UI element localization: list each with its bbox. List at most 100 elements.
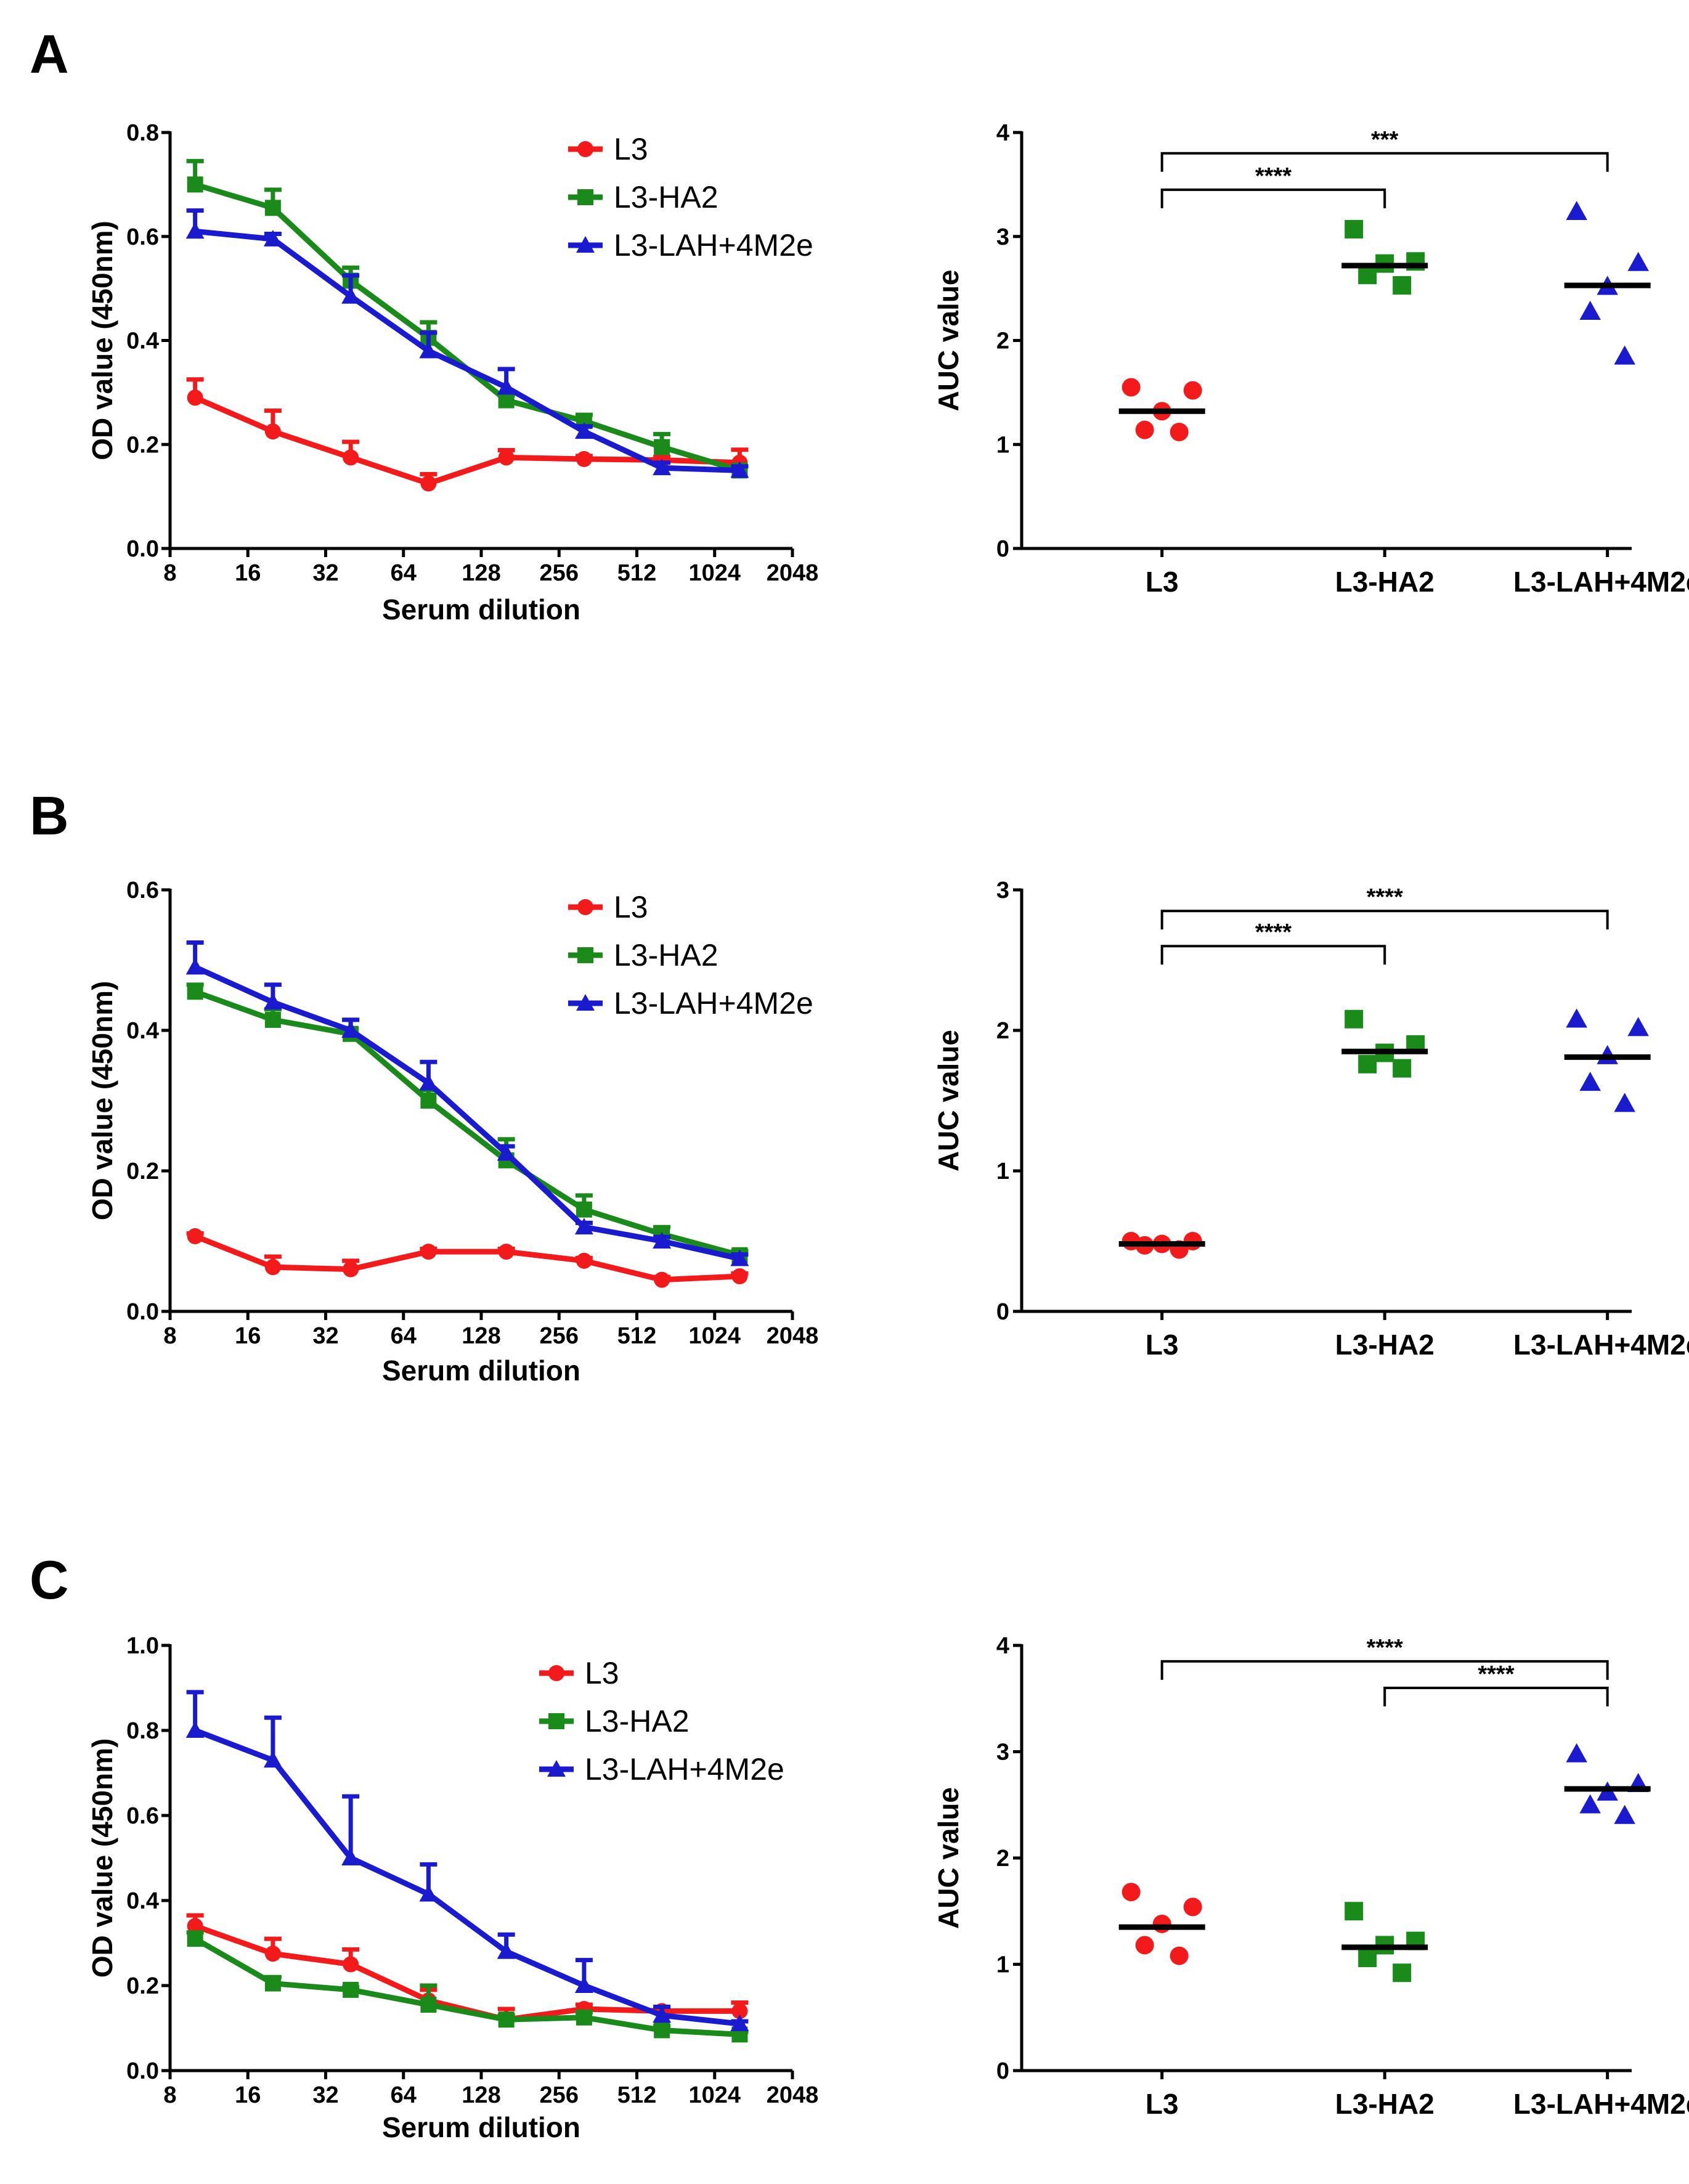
data-point-l3-ha2 xyxy=(1358,266,1377,285)
data-point-l3 xyxy=(1121,378,1141,397)
data-point-l3-lah-4m2e xyxy=(497,1942,516,1959)
legend-label-l3-lah-4m2e: L3-LAH+4M2e xyxy=(614,986,813,1021)
legend-marker-l3 xyxy=(577,141,593,157)
data-point-l3-ha2 xyxy=(1393,1059,1412,1078)
category-label-l3-ha2: L3-HA2 xyxy=(1335,2088,1435,2120)
y-tick-label: 3 xyxy=(996,1740,1009,1766)
data-point-l3 xyxy=(187,1918,203,1934)
x-tick-label: 8 xyxy=(163,2082,176,2108)
data-point-l3-ha2 xyxy=(498,392,515,409)
data-point-l3-lah-4m2e xyxy=(497,378,516,395)
y-tick-label: 0.6 xyxy=(126,878,159,903)
data-point-l3 xyxy=(731,1268,748,1284)
significance-label: **** xyxy=(1255,163,1292,189)
data-point-l3 xyxy=(576,450,592,467)
data-point-l3 xyxy=(1170,423,1189,441)
data-point-l3-ha2 xyxy=(1393,1963,1412,1982)
data-point-l3-lah-4m2e xyxy=(1579,1794,1601,1814)
panel-b-auc-chart: 0 1 2 3 AUC value L3 L3-HA2 L3-LAH+4M2e **** **** xyxy=(932,878,1689,1361)
y-tick-label: 2 xyxy=(996,328,1009,354)
x-tick-label: 1024 xyxy=(688,2082,741,2108)
category-label-l3: L3 xyxy=(1146,566,1179,598)
x-tick-label: 16 xyxy=(235,560,261,586)
data-point-l3-lah-4m2e xyxy=(1614,1093,1635,1112)
y-axis-title: OD value (450nm) xyxy=(86,1738,118,1978)
x-tick-label: 256 xyxy=(540,2082,579,2108)
data-point-l3-lah-4m2e xyxy=(574,422,593,439)
data-point-l3-lah-4m2e xyxy=(1627,251,1649,271)
x-tick-label: 1024 xyxy=(688,1323,741,1349)
data-point-l3-lah-4m2e xyxy=(341,287,360,304)
legend-marker-l3-lah-4m2e xyxy=(576,236,595,253)
x-tick-label: 32 xyxy=(312,2082,338,2108)
y-tick-label: 0.0 xyxy=(126,1299,159,1325)
y-tick-label: 0.4 xyxy=(126,1018,159,1044)
x-tick-label: 2048 xyxy=(767,2082,819,2108)
legend-label-l3: L3 xyxy=(614,132,648,166)
x-tick-label: 128 xyxy=(462,560,500,586)
x-tick-label: 1024 xyxy=(688,560,741,586)
legend-label-l3-lah-4m2e: L3-LAH+4M2e xyxy=(585,1752,784,1787)
data-point-l3 xyxy=(264,1946,281,1962)
y-tick-label: 0.6 xyxy=(126,224,159,250)
legend-marker-l3-ha2 xyxy=(548,1713,564,1729)
series-line-l3-lah-4m2e xyxy=(195,228,740,473)
data-point-l3-lah-4m2e xyxy=(1579,1072,1601,1091)
panel-a-line-chart: 0.0 0.2 0.4 0.6 0.8 8 16 32 64 128 256 512 1024 2048 S… xyxy=(86,120,818,625)
x-tick-label: 64 xyxy=(391,560,417,586)
significance-label: **** xyxy=(1255,919,1292,945)
data-point-l3 xyxy=(343,449,359,466)
legend-label-l3: L3 xyxy=(585,1656,619,1690)
x-tick-label: 64 xyxy=(391,2082,417,2108)
category-label-l3-lah-4m2e: L3-LAH+4M2e xyxy=(1513,2088,1689,2120)
y-tick-label: 0.4 xyxy=(126,328,159,354)
legend-marker-l3-ha2 xyxy=(577,947,593,963)
x-tick-label: 512 xyxy=(617,1323,656,1349)
y-axis-title: AUC value xyxy=(932,1787,964,1929)
data-point-l3-lah-4m2e xyxy=(263,1751,282,1768)
legend-marker-l3 xyxy=(548,1665,564,1681)
x-tick-label: 8 xyxy=(163,560,176,586)
data-point-l3-lah-4m2e xyxy=(1579,301,1601,320)
series-line-l3-lah-4m2e xyxy=(193,964,741,1261)
y-tick-label: 3 xyxy=(996,224,1009,250)
data-point-l3 xyxy=(576,1252,592,1269)
y-tick-label: 1 xyxy=(996,1952,1009,1978)
x-tick-label: 32 xyxy=(312,1323,338,1349)
data-point-l3 xyxy=(1183,1897,1202,1917)
data-point-l3-lah-4m2e xyxy=(185,222,205,239)
category-label-l3: L3 xyxy=(1146,2088,1179,2120)
data-point-l3-lah-4m2e xyxy=(730,461,749,478)
y-axis-title: OD value (450nm) xyxy=(86,221,118,460)
panel-letter-a: A xyxy=(30,23,69,84)
significance-bracket xyxy=(1160,152,1609,172)
data-point-l3-lah-4m2e xyxy=(341,1021,360,1038)
data-point-l3-ha2 xyxy=(264,200,281,216)
x-tick-label: 16 xyxy=(235,1323,261,1349)
significance-label: *** xyxy=(1371,127,1399,153)
panel-c-line-chart: 0.0 0.2 0.4 0.6 0.8 1.0 8 16 32 64 128 256 512 1024 20… xyxy=(86,1633,818,2143)
data-point-l3-lah-4m2e xyxy=(730,2015,749,2032)
data-point-l3 xyxy=(1135,1936,1154,1955)
y-tick-label: 0 xyxy=(996,2058,1009,2084)
y-tick-label: 0.2 xyxy=(126,1973,159,1999)
x-axis-title: Serum dilution xyxy=(382,1355,580,1387)
data-point-l3-lah-4m2e xyxy=(263,230,282,247)
panel-c-auc-chart: 0 1 2 3 4 AUC value L3 L3-HA2 L3-LAH+4M2e **** ***… xyxy=(932,1633,1689,2120)
y-tick-label: 0 xyxy=(996,1299,1009,1325)
x-tick-label: 2048 xyxy=(767,560,819,586)
data-point-l3-lah-4m2e xyxy=(1566,201,1587,221)
data-point-l3-ha2 xyxy=(264,1011,281,1028)
data-point-l3-lah-4m2e xyxy=(185,1721,205,1738)
legend-label-l3-ha2: L3-HA2 xyxy=(614,180,718,214)
data-point-l3 xyxy=(1152,1914,1171,1933)
y-tick-label: 0.4 xyxy=(126,1888,159,1914)
data-point-l3-lah-4m2e xyxy=(341,1849,360,1865)
series-line-l3-ha2 xyxy=(194,989,741,1258)
data-point-l3-ha2 xyxy=(343,1981,359,1998)
y-tick-label: 0.2 xyxy=(126,1159,159,1184)
y-tick-label: 0.6 xyxy=(126,1803,159,1829)
y-tick-label: 0.8 xyxy=(126,1718,159,1744)
legend-marker-l3-ha2 xyxy=(577,189,593,205)
x-tick-label: 64 xyxy=(391,1323,417,1349)
